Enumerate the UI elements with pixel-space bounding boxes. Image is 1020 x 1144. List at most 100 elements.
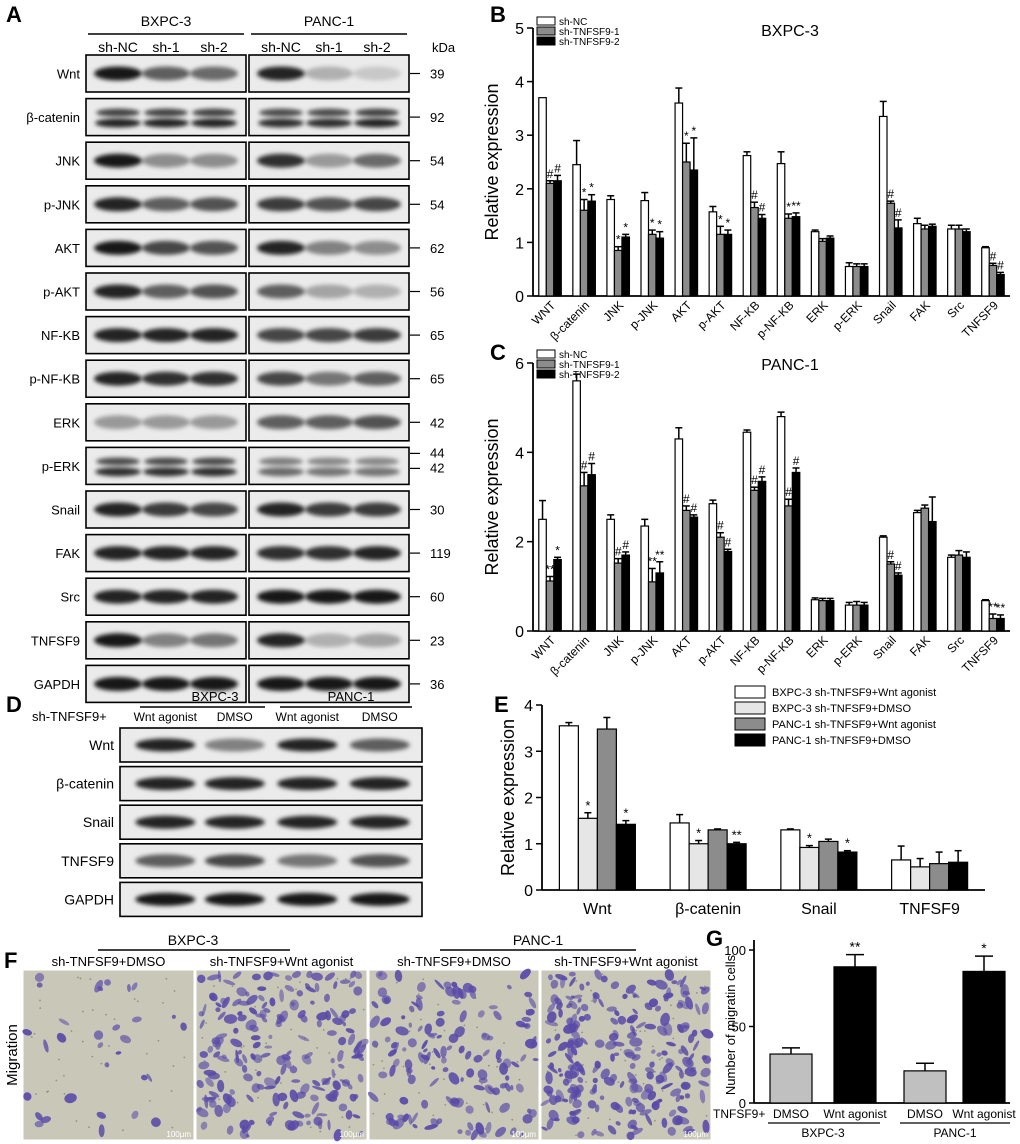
stained-cell bbox=[678, 1022, 690, 1033]
legend-label: sh-TNFSF9-1 bbox=[559, 27, 620, 38]
kda-value: 54 bbox=[430, 154, 444, 169]
x-tick-label: p-NF-KB bbox=[754, 633, 797, 676]
kda-value: 65 bbox=[430, 372, 444, 387]
significance-mark: * bbox=[807, 831, 812, 846]
stained-cell bbox=[587, 1100, 597, 1109]
blot-band bbox=[257, 240, 305, 255]
bar bbox=[681, 161, 691, 297]
stained-cell bbox=[701, 1028, 714, 1039]
stained-cell bbox=[663, 992, 674, 999]
stained-cell bbox=[599, 1095, 605, 1101]
stained-cell bbox=[367, 1091, 379, 1102]
pore bbox=[91, 1055, 94, 1058]
stained-cell bbox=[518, 1132, 524, 1137]
stained-cell bbox=[680, 1045, 689, 1056]
stained-cell bbox=[594, 1131, 605, 1137]
bar bbox=[708, 211, 718, 297]
stained-cell bbox=[217, 1011, 226, 1021]
pore bbox=[670, 1004, 672, 1007]
pore bbox=[491, 1111, 494, 1114]
legend-label: sh-TNFSF9-1 bbox=[559, 360, 620, 371]
stained-cell bbox=[605, 1040, 617, 1050]
stained-cell bbox=[312, 1080, 321, 1087]
pore bbox=[319, 1130, 322, 1133]
pore bbox=[292, 1064, 295, 1067]
stained-cell bbox=[572, 994, 583, 999]
blot-row-label: p-JNK bbox=[44, 197, 80, 212]
legend-label: sh-NC bbox=[559, 350, 587, 361]
blot-row-label: β-catenin bbox=[56, 776, 114, 792]
stained-cell bbox=[296, 1120, 304, 1127]
blot-band bbox=[354, 118, 400, 128]
pore bbox=[484, 1127, 487, 1130]
blot-band bbox=[94, 328, 142, 343]
pore bbox=[443, 1029, 446, 1032]
bar bbox=[929, 863, 950, 891]
stained-cell bbox=[230, 1038, 243, 1048]
bar bbox=[596, 728, 617, 891]
stained-cell bbox=[237, 1011, 243, 1016]
stained-cell bbox=[615, 1121, 621, 1126]
stained-cell bbox=[570, 1046, 578, 1056]
pore bbox=[309, 1126, 312, 1129]
pore bbox=[348, 1126, 351, 1128]
pore bbox=[624, 1059, 627, 1062]
stained-cell bbox=[569, 976, 576, 987]
stained-cell bbox=[594, 1104, 600, 1113]
blot-band bbox=[191, 118, 237, 128]
pore bbox=[443, 1078, 445, 1081]
blot-band bbox=[192, 457, 236, 466]
stained-cell bbox=[580, 1003, 589, 1012]
significance-mark: * bbox=[589, 181, 594, 195]
stained-cell bbox=[633, 1100, 642, 1107]
stained-cell bbox=[678, 1070, 684, 1079]
stained-cell bbox=[577, 1076, 584, 1084]
bar bbox=[723, 550, 733, 632]
pore bbox=[170, 1090, 173, 1092]
bar bbox=[910, 866, 931, 891]
blot-band bbox=[257, 153, 305, 168]
pore bbox=[39, 1007, 42, 1010]
stained-cell bbox=[392, 1058, 400, 1068]
pore bbox=[145, 1052, 148, 1055]
blot-band bbox=[349, 815, 410, 829]
blot-band bbox=[353, 240, 401, 255]
stained-cell bbox=[213, 1051, 221, 1058]
bar bbox=[553, 180, 562, 297]
pore bbox=[299, 981, 301, 984]
y-tick-label: 0 bbox=[515, 289, 524, 306]
stained-cell bbox=[440, 1045, 447, 1058]
pore bbox=[516, 1061, 519, 1063]
blot-band bbox=[135, 815, 196, 829]
stained-cell bbox=[347, 1083, 353, 1090]
bar bbox=[903, 1070, 947, 1104]
pore bbox=[643, 1030, 646, 1032]
stained-cell bbox=[645, 1113, 653, 1126]
significance-mark: # bbox=[751, 473, 758, 487]
bar bbox=[572, 380, 581, 632]
stained-cell bbox=[585, 981, 590, 986]
significance-mark: # bbox=[785, 485, 792, 499]
pore bbox=[401, 1116, 404, 1119]
blot-row-label: TNFSF9 bbox=[61, 853, 114, 869]
blot-band bbox=[95, 467, 141, 477]
stained-cell bbox=[647, 1091, 657, 1101]
blot-band bbox=[142, 546, 190, 561]
bar bbox=[791, 216, 801, 297]
kda-value: 23 bbox=[430, 633, 444, 648]
stained-cell bbox=[541, 1126, 548, 1131]
stained-cell bbox=[421, 1039, 428, 1050]
stained-cell bbox=[316, 1019, 322, 1028]
bar bbox=[647, 581, 657, 632]
pore bbox=[375, 1046, 378, 1049]
blot-band bbox=[257, 197, 305, 212]
stained-cell bbox=[261, 1001, 268, 1009]
stained-cell bbox=[215, 1007, 221, 1013]
stained-cell bbox=[304, 983, 311, 990]
bar bbox=[799, 846, 820, 891]
blot-band bbox=[355, 108, 399, 117]
pore bbox=[661, 1089, 664, 1092]
stained-cell bbox=[330, 1057, 335, 1064]
pore bbox=[277, 1099, 279, 1102]
